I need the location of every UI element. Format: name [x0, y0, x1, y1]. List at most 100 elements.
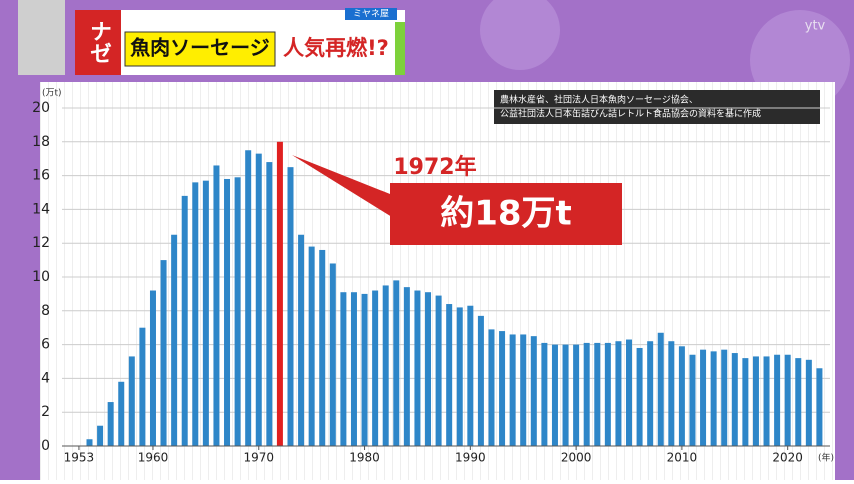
bar — [107, 402, 114, 446]
bar — [700, 349, 707, 446]
bar — [266, 162, 273, 446]
bar — [414, 290, 421, 446]
x-tick-label: 2000 — [561, 451, 592, 465]
bar — [562, 344, 569, 446]
x-tick-label: 1990 — [455, 451, 486, 465]
plot: 0 2 4 6 8 10 12 14 16 18 20 1953 1960 1970 1980 1990 200… — [32, 100, 830, 465]
bar — [149, 290, 156, 446]
program: ミヤネ屋 — [353, 9, 389, 20]
bar — [456, 307, 463, 446]
y-unit: (万t) — [42, 89, 62, 99]
bar — [171, 234, 178, 446]
bar — [361, 293, 368, 446]
bar — [298, 234, 305, 446]
tag: ナゼ — [86, 20, 112, 64]
bar — [446, 304, 453, 446]
bar — [509, 334, 516, 446]
bar — [742, 358, 749, 446]
bar — [573, 344, 580, 446]
bar — [731, 353, 738, 446]
y-tick-label: 0 — [41, 438, 50, 454]
y-tick-label: 4 — [41, 370, 50, 386]
bar — [97, 425, 104, 446]
x-tick-label: 2020 — [772, 451, 803, 465]
tag-box — [75, 10, 121, 75]
bar — [118, 381, 125, 446]
bar — [319, 249, 326, 446]
bar — [816, 368, 823, 446]
bar — [86, 439, 93, 446]
bar — [245, 150, 252, 446]
bar — [213, 165, 220, 446]
bar — [499, 331, 506, 446]
y-tick-label: 8 — [41, 303, 50, 319]
y-tick-label: 14 — [32, 201, 50, 217]
bar — [224, 178, 231, 447]
x-tick-label: 2010 — [667, 451, 698, 465]
bar — [276, 141, 283, 447]
bar — [541, 342, 548, 446]
bar — [467, 305, 474, 446]
bar — [795, 358, 802, 446]
bar — [372, 290, 379, 446]
accent — [395, 22, 405, 75]
bar — [234, 177, 241, 447]
topic-box — [124, 31, 276, 67]
bar — [520, 334, 527, 446]
topic: 魚肉ソーセージ — [130, 36, 270, 60]
bar — [594, 342, 601, 446]
source-box — [494, 90, 820, 124]
bar — [477, 315, 484, 446]
bar — [329, 263, 336, 446]
bar — [340, 292, 347, 446]
bar — [668, 341, 675, 446]
source: 農林水産省、社団法人日本魚肉ソーセージ協会、 — [500, 94, 698, 106]
y-tick-label: 10 — [32, 269, 50, 285]
y-tick-label: 18 — [32, 134, 50, 150]
x-tick-label: 1953 — [64, 451, 95, 465]
bubble — [480, 0, 560, 70]
bar — [393, 280, 400, 446]
bar — [721, 349, 728, 446]
bar — [488, 329, 495, 446]
bar — [763, 356, 770, 446]
y-tick-label: 2 — [41, 404, 50, 420]
bar — [403, 287, 410, 446]
x-tick-label: 1980 — [349, 451, 380, 465]
bar — [636, 347, 643, 446]
bar — [425, 292, 432, 446]
bar — [435, 295, 442, 446]
callout-pointer — [292, 155, 400, 222]
logo: ytv — [805, 19, 826, 34]
x-tick-label: 1960 — [138, 451, 169, 465]
bar — [678, 346, 685, 446]
y-tick-label: 16 — [32, 168, 50, 184]
bar — [202, 180, 209, 447]
bar — [626, 339, 633, 446]
side-block — [18, 0, 65, 75]
bar — [647, 341, 654, 446]
y-tick-label: 12 — [32, 235, 50, 251]
y-tick-label: 6 — [41, 337, 50, 353]
bar — [805, 359, 812, 446]
bar — [160, 260, 167, 446]
bar — [689, 354, 696, 446]
bar — [287, 167, 294, 446]
bar — [128, 356, 135, 446]
annotation-value: 約18万t — [440, 194, 572, 234]
bar — [308, 246, 315, 446]
x-tick-label: 1970 — [243, 451, 274, 465]
bar — [382, 285, 389, 446]
bar — [752, 356, 759, 446]
bar — [604, 342, 611, 446]
bar — [774, 354, 781, 446]
bar — [551, 344, 558, 446]
bar — [192, 182, 199, 447]
bar — [583, 342, 590, 446]
bar — [710, 351, 717, 446]
bar — [784, 354, 791, 446]
y-tick-label: 20 — [32, 100, 50, 116]
x-unit: (年) — [818, 452, 834, 464]
bar — [530, 336, 537, 446]
